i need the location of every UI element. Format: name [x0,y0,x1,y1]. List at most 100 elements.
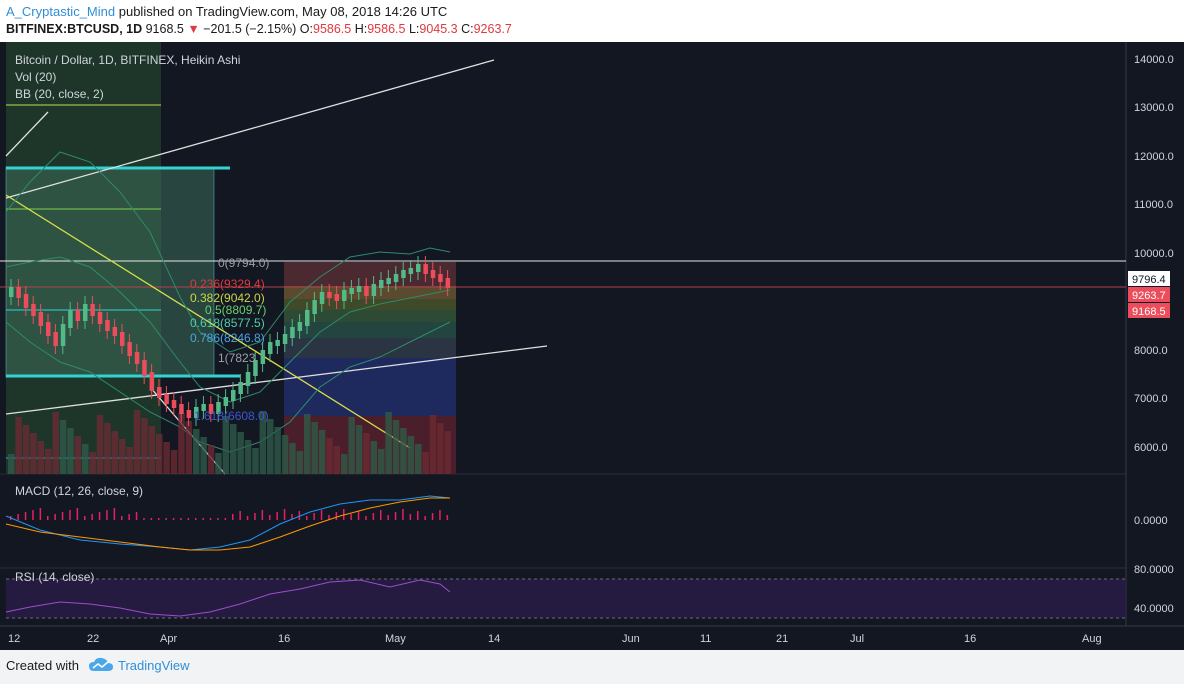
candle-body [393,274,399,282]
macd-hist-bar [350,514,352,520]
candlesticks[interactable] [9,256,451,426]
candle-body [216,402,221,414]
price-tick: 12000.0 [1134,151,1174,163]
rsi-legend[interactable]: RSI (14, close) [15,570,95,584]
candle-body [186,410,192,418]
volume-bar [363,433,370,474]
open-label: O: [299,22,313,36]
candle-body [208,404,214,414]
volume-bar [318,430,326,474]
candle-body [379,280,384,288]
fib-zone-4 [284,310,456,322]
fib-label-1618: 1.618(6608.0) [194,409,269,423]
trendline-short[interactable] [5,111,49,157]
trendline-upper[interactable] [5,59,495,199]
macd-hist-bar [135,512,138,520]
macd-hist-bar [39,508,42,520]
macd-hist-bar [298,511,301,520]
volume-bar [348,417,355,474]
candle-body [23,294,29,308]
footer [0,650,1184,684]
time-tick: Apr [160,633,177,645]
candle-body [149,372,155,391]
volume-bar [59,420,67,474]
trendline-lower[interactable] [5,345,548,415]
macd-line [5,495,451,551]
price-tag-red2 [1128,303,1170,318]
chart-title-legend[interactable]: Bitcoin / Dollar, 1D, BITFINEX, Heikin A… [15,53,241,67]
volume-bar [274,427,281,474]
macd-hist-bar [84,516,86,520]
candle-body [90,304,95,316]
candle-body [9,287,14,297]
volume-bar [15,417,22,474]
tradingview-link[interactable]: TradingView [118,658,190,673]
candle-body [60,324,66,346]
volume-bar [37,441,45,474]
macd-hist-bar [291,514,293,520]
price-tick: 11000.0 [1134,199,1173,211]
candle-body [105,320,110,331]
trendline-yellow[interactable] [5,194,411,449]
macd-hist-bar [394,512,397,520]
fib-label-05: 0.5(8809.7) [205,303,266,317]
price-tag-white [1128,271,1170,286]
publish-info: A_Cryptastic_Mind published on TradingVi… [6,4,447,19]
macd-hist-bar [313,513,315,520]
macd-hist-bar [113,508,116,520]
candle-body [356,286,362,292]
volume-bar [244,440,252,474]
volume-bar [222,416,230,474]
vol-legend[interactable]: Vol (20) [15,70,57,84]
candle-body [194,407,199,418]
candle-body [238,382,243,394]
candle-body [386,278,391,284]
price-tick: 8000.0 [1134,345,1168,357]
macd-hist-bar [335,512,338,520]
macd-hist-bar [224,518,227,520]
chart-svg[interactable]: 0(9794.0) 0.236(9329.4) 0.382(9042.0) 0.… [0,42,1184,650]
open-value: 9586.5 [313,22,352,36]
low-label: L: [408,22,420,36]
published-text: published on TradingView.com, May 08, 20… [118,4,448,19]
rsi-axis-tick-80: 80.0000 [1134,564,1174,576]
volume-bar [252,448,259,474]
volume-bar [119,439,126,474]
volume-bar [8,454,15,474]
candle-body [275,340,280,346]
candle-body [38,312,44,326]
macd-hist-bar [439,510,441,520]
macd-hist-bar [239,511,241,520]
macd-legend[interactable]: MACD (12, 26, close, 9) [15,484,144,498]
candle-body [53,332,58,346]
macd-hist-bar [446,515,449,520]
fib-label-0382: 0.382(9042.0) [190,291,265,305]
macd-hist-bar [424,516,426,520]
volume-bar [67,428,74,474]
tradingview-cloud-icon[interactable] [88,656,114,674]
bb-legend[interactable]: BB (20, close, 2) [15,87,104,101]
fib-label-0236: 0.236(9329.4) [190,277,265,291]
candle-body [75,310,81,321]
candle-body [68,310,73,328]
volume-bar [52,412,59,474]
volume-bar [415,444,422,474]
chart-area[interactable]: 0(9794.0) 0.236(9329.4) 0.382(9042.0) 0.… [0,42,1184,650]
time-tick: 21 [776,633,788,645]
time-axis[interactable]: 12 22 Apr 16 May 14 Jun 11 21 Jul 16 Aug [8,633,1102,645]
volume-bars [8,410,452,474]
volume-bar [237,432,244,474]
candle-body [438,274,443,282]
macd-hist-bar [380,510,382,520]
volume-bar [400,428,407,474]
volume-bar [170,450,178,474]
macd-hist-bar [409,514,412,520]
author-link[interactable]: A_Cryptastic_Mind [6,4,116,19]
created-with-text: Created with [6,658,79,673]
price-tick: 7000.0 [1134,393,1168,405]
time-tick: 22 [87,633,99,645]
price-axis[interactable]: 14000.0 13000.0 12000.0 11000.0 10000.0 … [1134,54,1174,454]
macd-axis-tick: 0.0000 [1134,515,1168,527]
macd-hist-bar [24,512,27,520]
candle-body [157,387,162,398]
